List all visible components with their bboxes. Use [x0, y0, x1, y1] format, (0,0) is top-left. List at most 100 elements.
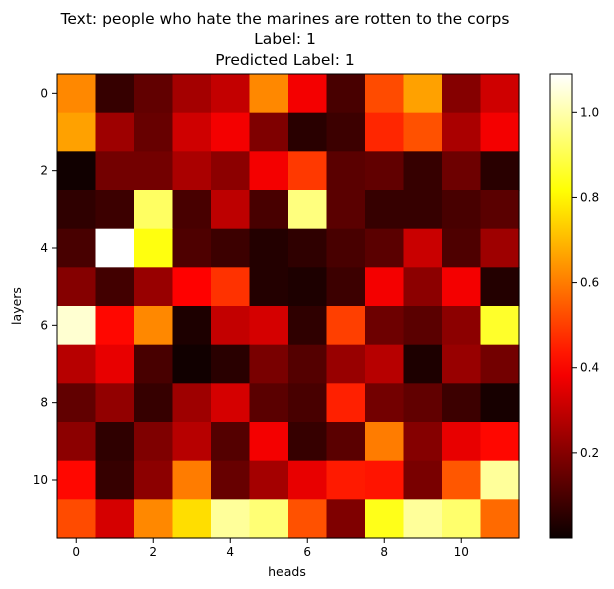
- heatmap-cell: [211, 422, 251, 462]
- heatmap-cell: [249, 267, 289, 307]
- heatmap-cell: [288, 460, 328, 500]
- heatmap-cell: [249, 228, 289, 268]
- heatmap-cell: [172, 460, 212, 500]
- heatmap-cell: [57, 190, 97, 230]
- x-axis-ticks: 0 2 4 6 8 10: [72, 538, 469, 559]
- colorbar-tick-label: 0.4: [580, 361, 599, 375]
- heatmap-cell: [134, 383, 174, 423]
- heatmap-cell: [249, 422, 289, 462]
- heatmap-cell: [326, 74, 366, 114]
- heatmap-cell: [249, 190, 289, 230]
- heatmap-cell: [249, 151, 289, 191]
- heatmap-cell: [326, 422, 366, 462]
- heatmap-cell: [403, 151, 443, 191]
- heatmap-cell: [95, 383, 135, 423]
- heatmap-cell: [57, 422, 97, 462]
- heatmap-cell: [403, 112, 443, 152]
- heatmap-cell: [211, 383, 251, 423]
- y-tick-label: 0: [40, 86, 48, 100]
- heatmap-cell: [403, 74, 443, 114]
- title-line-text: Text: people who hate the marines are ro…: [60, 10, 510, 28]
- heatmap-cell: [403, 383, 443, 423]
- heatmap-cell: [249, 344, 289, 384]
- heatmap-cell: [365, 112, 405, 152]
- heatmap-cell: [95, 112, 135, 152]
- heatmap-cell: [95, 460, 135, 500]
- heatmap-cell: [172, 190, 212, 230]
- heatmap-cell: [326, 460, 366, 500]
- heatmap-cell: [480, 151, 520, 191]
- heatmap-cell: [57, 151, 97, 191]
- heatmap-cell: [326, 228, 366, 268]
- heatmap-cell: [442, 228, 482, 268]
- heatmap-cell: [95, 422, 135, 462]
- x-tick-label: 10: [454, 545, 469, 559]
- heatmap-cell: [172, 74, 212, 114]
- x-tick-label: 0: [72, 545, 80, 559]
- heatmap-cell: [134, 112, 174, 152]
- heatmap-cell: [95, 267, 135, 307]
- heatmap-cell: [288, 422, 328, 462]
- heatmap-cell: [211, 460, 251, 500]
- heatmap-cell: [403, 306, 443, 346]
- plot-frame: [56, 73, 520, 539]
- heatmap-cell: [365, 344, 405, 384]
- heatmap-cell: [249, 499, 289, 539]
- y-axis-ticks: 0 2 4 6 8 10: [33, 86, 57, 487]
- heatmap-cell: [211, 74, 251, 114]
- heatmap-cell: [288, 344, 328, 384]
- heatmap-cell: [403, 422, 443, 462]
- heatmap-cell: [95, 74, 135, 114]
- heatmap-cell: [442, 460, 482, 500]
- heatmap-cell: [442, 267, 482, 307]
- heatmap-cell: [365, 306, 405, 346]
- heatmap-cell: [211, 151, 251, 191]
- heatmap-cell: [249, 306, 289, 346]
- heatmap-cell: [172, 499, 212, 539]
- heatmap-cell: [134, 306, 174, 346]
- title-line-label: Label: 1: [254, 30, 316, 48]
- heatmap-cell: [134, 460, 174, 500]
- y-tick-label: 8: [40, 396, 48, 410]
- colorbar-tick-label: 1.0: [580, 105, 599, 119]
- heatmap-cell: [326, 151, 366, 191]
- heatmap-cell: [365, 151, 405, 191]
- heatmap-cell: [403, 460, 443, 500]
- heatmap-cell: [172, 344, 212, 384]
- heatmap-cells: [57, 74, 520, 539]
- heatmap-cell: [57, 228, 97, 268]
- title-line-predicted: Predicted Label: 1: [215, 51, 355, 69]
- heatmap-cell: [134, 190, 174, 230]
- heatmap-cell: [480, 74, 520, 114]
- colorbar: [549, 73, 573, 539]
- y-tick-label: 6: [40, 318, 48, 332]
- x-tick-label: 8: [380, 545, 388, 559]
- heatmap-cell: [288, 228, 328, 268]
- heatmap-cell: [326, 383, 366, 423]
- heatmap-cell: [403, 190, 443, 230]
- heatmap-cell: [57, 74, 97, 114]
- heatmap-cell: [57, 344, 97, 384]
- heatmap-cell: [480, 267, 520, 307]
- heatmap-cell: [172, 267, 212, 307]
- heatmap-cell: [95, 499, 135, 539]
- heatmap-cell: [365, 499, 405, 539]
- heatmap-cell: [95, 228, 135, 268]
- x-tick-label: 6: [303, 545, 311, 559]
- heatmap-cell: [57, 267, 97, 307]
- heatmap-cell: [288, 112, 328, 152]
- x-tick-label: 2: [149, 545, 157, 559]
- heatmap-cell: [326, 344, 366, 384]
- heatmap-cell: [480, 228, 520, 268]
- y-tick-label: 4: [40, 241, 48, 255]
- heatmap-cell: [442, 383, 482, 423]
- heatmap-cell: [403, 344, 443, 384]
- heatmap-cell: [480, 112, 520, 152]
- colorbar-ticks: 0.2 0.4 0.6 0.8 1.0: [572, 105, 599, 460]
- heatmap-cell: [95, 306, 135, 346]
- heatmap-cell: [480, 422, 520, 462]
- heatmap-cell: [134, 151, 174, 191]
- heatmap-cell: [134, 344, 174, 384]
- heatmap-cell: [365, 460, 405, 500]
